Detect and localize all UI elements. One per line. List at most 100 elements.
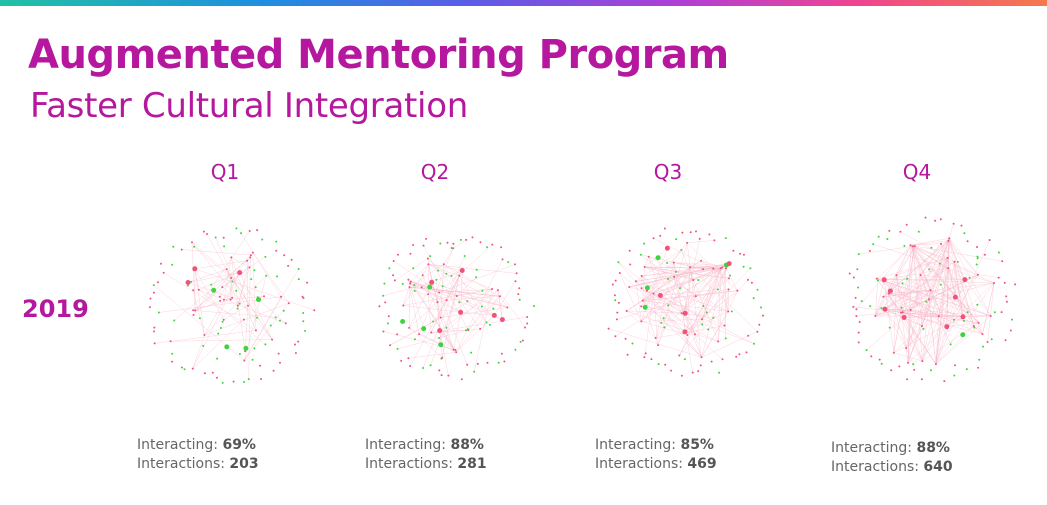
network-edge (928, 296, 956, 300)
network-edge (920, 274, 965, 280)
network-edge (906, 257, 948, 349)
network-edge (935, 239, 990, 365)
network-node (445, 326, 448, 329)
network-node (231, 296, 234, 299)
network-edge (884, 279, 939, 317)
network-node (986, 341, 989, 343)
network-edge (231, 257, 250, 268)
network-node (697, 279, 700, 282)
network-node (997, 276, 1000, 279)
network-edge (920, 238, 950, 276)
network-node (857, 286, 860, 289)
network-node (437, 328, 443, 334)
network-node (939, 283, 942, 286)
network-node (724, 337, 727, 340)
network-node (686, 241, 689, 244)
network-node (686, 334, 689, 336)
network-edge (947, 268, 964, 317)
network-node (927, 298, 930, 301)
network-node (921, 360, 924, 363)
network-node (664, 245, 670, 251)
network-edge (684, 311, 729, 333)
network-node (214, 236, 217, 239)
network-node (302, 320, 305, 323)
network-node (913, 368, 916, 371)
network-node (458, 274, 461, 277)
network-edge (383, 331, 456, 351)
network-edge (608, 328, 702, 358)
network-node (521, 339, 524, 342)
network-node (934, 219, 937, 222)
network-node (747, 278, 749, 281)
network-edge (681, 268, 714, 314)
network-node (466, 363, 469, 366)
network-edge (700, 260, 723, 268)
network-node (396, 347, 399, 350)
network-edge (198, 289, 266, 345)
network-node (475, 276, 478, 279)
network-edge (683, 313, 702, 358)
network-node (500, 352, 503, 355)
network-edge (409, 327, 443, 358)
network-edge (910, 245, 956, 298)
network-node (745, 351, 748, 354)
network-node (692, 279, 695, 281)
network-node (237, 270, 243, 276)
network-node (426, 257, 429, 260)
network-edge (657, 267, 691, 346)
network-edge (616, 295, 696, 320)
network-node (949, 343, 952, 346)
network-edge (912, 246, 979, 324)
network-edge (163, 272, 257, 331)
network-node (667, 277, 670, 280)
network-node (250, 278, 253, 281)
network-node (626, 353, 629, 356)
network-edge (194, 268, 224, 320)
network-node (1005, 295, 1008, 298)
network-node (870, 355, 873, 358)
network-edge (215, 237, 257, 331)
network-node (458, 301, 461, 304)
network-node (409, 280, 412, 283)
network-node (707, 328, 710, 331)
network-node (937, 315, 940, 318)
network-edge (954, 261, 964, 317)
network-edge (494, 281, 516, 316)
network-node (726, 261, 732, 267)
network-node (172, 245, 175, 248)
network-edge (902, 312, 979, 324)
network-edge (883, 289, 931, 298)
network-edge (907, 238, 950, 363)
network-node (236, 304, 239, 307)
network-node (989, 315, 992, 317)
network-node (396, 333, 399, 336)
network-node (887, 288, 893, 294)
network-node (216, 376, 218, 379)
network-node (407, 278, 410, 281)
network-edge (866, 317, 905, 351)
network-edge (686, 242, 702, 358)
network-node (756, 288, 759, 291)
network-node (1014, 283, 1017, 286)
network-edge (904, 316, 939, 318)
network-node (486, 361, 489, 364)
network-edge (409, 286, 500, 297)
network-node (486, 246, 488, 249)
network-edge (681, 249, 694, 281)
network-node (882, 295, 885, 298)
network-node (294, 352, 297, 354)
network-node (680, 312, 683, 315)
network-node (657, 293, 663, 298)
network-edge (440, 264, 445, 318)
network-edge (423, 245, 469, 331)
network-node (956, 260, 959, 263)
network-node (526, 322, 529, 325)
network-edge (249, 256, 266, 268)
network-node (721, 266, 724, 269)
network-edge (875, 243, 942, 317)
network-edge (922, 316, 940, 362)
network-node (727, 288, 730, 291)
network-edge (187, 282, 233, 299)
network-node (954, 364, 956, 367)
network-node (498, 295, 501, 298)
